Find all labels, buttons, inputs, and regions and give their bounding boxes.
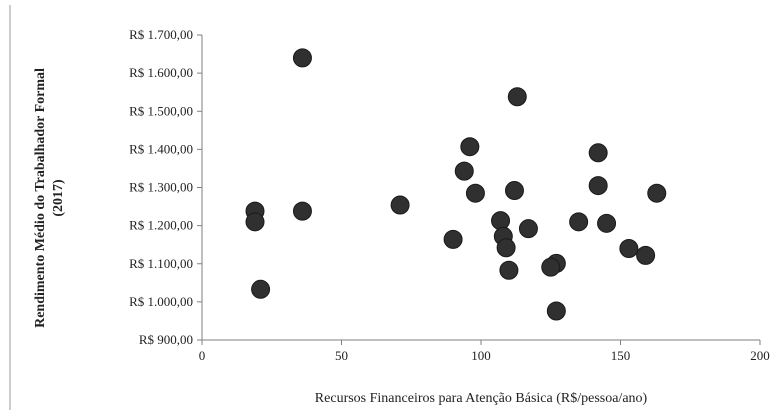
data-point [619,239,639,258]
data-point [546,301,566,321]
x-axis-title: Recursos Financeiros para Atenção Básica… [315,391,648,406]
data-point [460,137,480,157]
data-point [496,238,516,258]
data-point [499,260,519,280]
data-point [588,143,608,163]
data-point [507,87,527,107]
x-tick-label: 100 [471,348,491,363]
y-axis-ticks: R$ 900,00 R$ 1.000,00 R$ 1.100,00 R$ 1.200,… [129,27,202,347]
data-point [541,257,561,277]
data-point [647,183,667,203]
y-axis-title: Rendimento Médio do Trabalhador Formal (… [33,68,66,328]
y-tick-label: R$ 1.700,00 [129,27,193,42]
y-tick-label: R$ 1.500,00 [129,103,193,118]
y-tick-label: R$ 1.600,00 [129,65,193,80]
x-tick-label: 200 [750,348,770,363]
data-point [491,211,511,231]
data-point [251,279,271,299]
data-point [292,201,312,221]
y-tick-label: R$ 1.400,00 [129,141,193,156]
y-tick-label: R$ 1.100,00 [129,256,193,271]
data-point [636,245,656,265]
data-point [465,183,485,203]
x-tick-label: 150 [611,348,631,363]
y-tick-label: R$ 1.200,00 [129,218,193,233]
x-axis-ticks: 0 50 100 150 200 [199,340,770,363]
x-tick-label: 50 [335,348,348,363]
data-point [504,181,524,201]
y-tick-label: R$ 1.000,00 [129,294,193,309]
y-tick-label: R$ 900,00 [139,332,193,347]
data-point [390,195,410,215]
data-point [588,176,608,196]
y-axis-title-line-1: Rendimento Médio do Trabalhador Formal [33,68,48,328]
data-point [292,48,312,68]
data-point [443,229,463,249]
data-point [518,219,538,239]
data-point [454,161,474,181]
data-point [597,213,617,233]
y-tick-label: R$ 1.300,00 [129,180,193,195]
data-points [245,48,667,321]
data-point [569,212,589,232]
y-axis-title-line-2: (2017) [51,179,66,217]
x-tick-label: 0 [199,348,206,363]
data-point [245,212,265,232]
